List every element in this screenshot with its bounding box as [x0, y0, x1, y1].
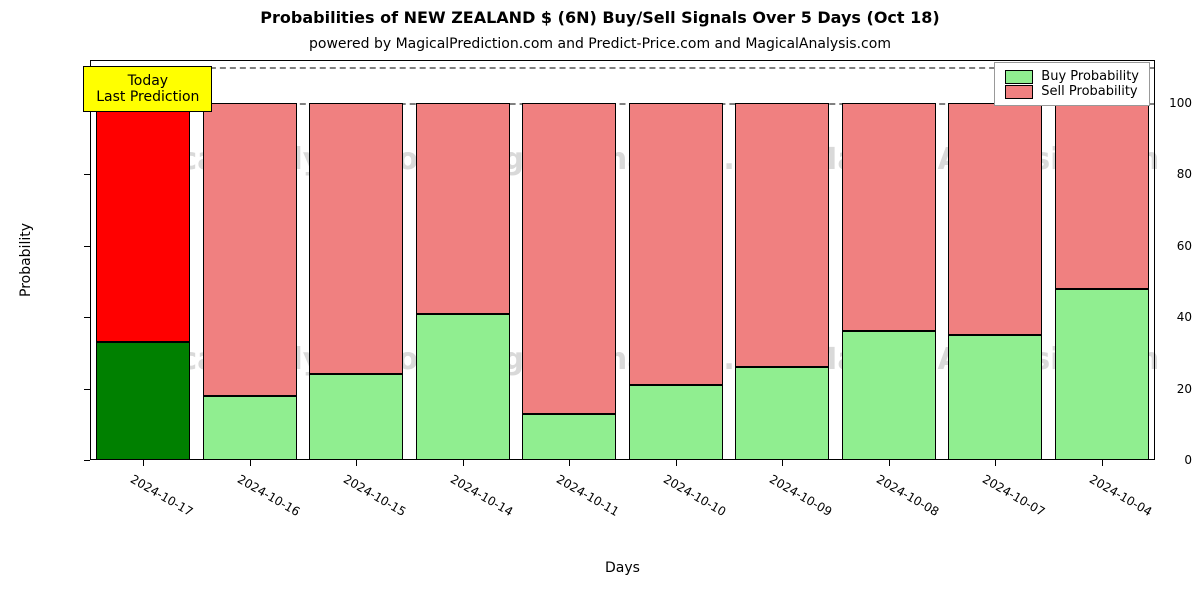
legend-item: Buy Probability	[1005, 69, 1139, 84]
x-tick-label: 2024-10-04	[1087, 472, 1154, 519]
legend-item: Sell Probability	[1005, 84, 1139, 99]
buy-bar	[309, 374, 403, 460]
sell-bar	[1055, 103, 1149, 289]
buy-bar	[629, 385, 723, 460]
chart-title: Probabilities of NEW ZEALAND $ (6N) Buy/…	[0, 8, 1200, 27]
sell-bar	[416, 103, 510, 314]
x-tick-mark	[463, 460, 464, 466]
annotation-line-1: Today	[96, 73, 199, 89]
buy-bar	[96, 342, 190, 460]
x-tick-mark	[143, 460, 144, 466]
x-tick-mark	[676, 460, 677, 466]
x-tick-mark	[995, 460, 996, 466]
chart-subtitle: powered by MagicalPrediction.com and Pre…	[0, 36, 1200, 52]
sell-bar	[735, 103, 829, 367]
y-tick-mark	[84, 460, 90, 461]
x-tick-label: 2024-10-11	[554, 472, 621, 519]
x-tick-label: 2024-10-14	[448, 472, 515, 519]
legend-label: Sell Probability	[1041, 84, 1137, 99]
spine-right	[1154, 60, 1155, 460]
legend: Buy ProbabilitySell Probability	[994, 62, 1150, 106]
annotation-line-2: Last Prediction	[96, 89, 199, 105]
sell-bar	[629, 103, 723, 385]
x-tick-label: 2024-10-09	[767, 472, 834, 519]
x-tick-label: 2024-10-15	[341, 472, 408, 519]
x-tick-label: 2024-10-08	[874, 472, 941, 519]
sell-bar	[203, 103, 297, 396]
x-tick-label: 2024-10-17	[128, 472, 195, 519]
today-annotation: Today Last Prediction	[83, 66, 212, 112]
y-tick-label: 60	[1114, 239, 1192, 253]
x-tick-mark	[250, 460, 251, 466]
legend-swatch	[1005, 70, 1033, 84]
y-tick-label: 0	[1114, 453, 1192, 467]
y-tick-label: 80	[1114, 167, 1192, 181]
y-tick-mark	[84, 389, 90, 390]
x-tick-mark	[356, 460, 357, 466]
sell-bar	[842, 103, 936, 332]
buy-bar	[416, 314, 510, 460]
legend-label: Buy Probability	[1041, 69, 1139, 84]
x-tick-mark	[782, 460, 783, 466]
y-tick-label: 40	[1114, 310, 1192, 324]
sell-bar	[309, 103, 403, 374]
y-tick-mark	[84, 246, 90, 247]
y-tick-mark	[84, 174, 90, 175]
y-axis-label: Probability	[18, 223, 34, 297]
x-tick-label: 2024-10-16	[235, 472, 302, 519]
sell-bar	[522, 103, 616, 414]
sell-bar	[96, 103, 190, 342]
x-tick-label: 2024-10-10	[661, 472, 728, 519]
buy-bar	[948, 335, 1042, 460]
buy-bar	[842, 331, 936, 460]
spine-top	[90, 60, 1155, 61]
y-tick-label: 20	[1114, 382, 1192, 396]
x-tick-label: 2024-10-07	[980, 472, 1047, 519]
buy-bar	[522, 414, 616, 460]
plot-area: MagicalAnalysis.comMagicalAnalysis.comMa…	[90, 60, 1155, 460]
x-axis-label: Days	[605, 560, 640, 576]
legend-swatch	[1005, 85, 1033, 99]
sell-bar	[948, 103, 1042, 335]
x-tick-mark	[569, 460, 570, 466]
y-tick-mark	[84, 317, 90, 318]
buy-bar	[735, 367, 829, 460]
spine-left	[90, 60, 91, 460]
buy-bar	[203, 396, 297, 460]
figure: Probabilities of NEW ZEALAND $ (6N) Buy/…	[0, 0, 1200, 600]
x-tick-mark	[1102, 460, 1103, 466]
x-tick-mark	[889, 460, 890, 466]
